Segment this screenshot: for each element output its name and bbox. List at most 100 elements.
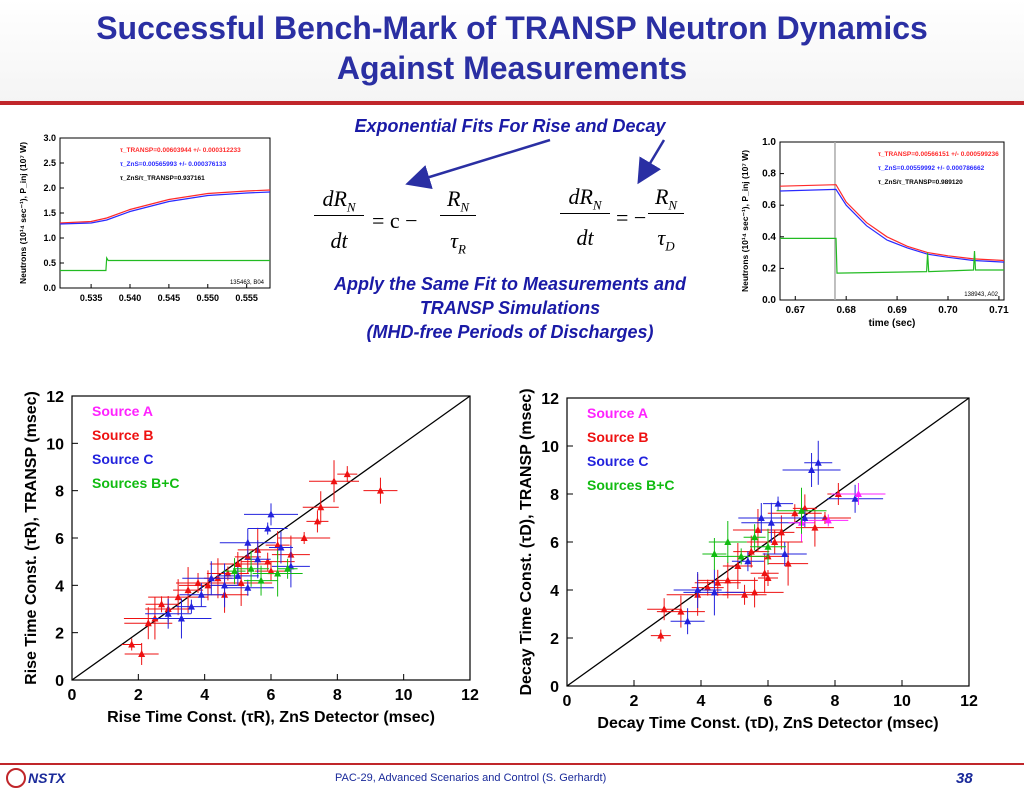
y-tick-label: 0.0 xyxy=(43,283,56,293)
data-point xyxy=(224,569,232,577)
y-tick-label: 6 xyxy=(550,535,559,552)
data-point xyxy=(791,509,799,517)
y-tick-label: 0.8 xyxy=(762,169,776,180)
data-point xyxy=(267,567,275,575)
y-axis-label: Decay Time Const. (τD), TRANSP (msec) xyxy=(518,388,535,695)
x-axis-label: Rise Time Const. (τR), ZnS Detector (mse… xyxy=(107,709,435,726)
data-point xyxy=(724,576,732,584)
x-tick-label: 12 xyxy=(461,687,479,704)
fit-annotation: τ_ZnS/τ_TRANSP=0.989120 xyxy=(878,179,963,186)
y-tick-label: 0 xyxy=(55,673,64,690)
x-tick-label: 0.535 xyxy=(80,293,103,303)
y-tick-label: 2.5 xyxy=(43,158,56,168)
data-point xyxy=(274,569,282,577)
y-tick-label: 0.0 xyxy=(762,295,776,306)
title-line-1: Successful Bench-Mark of TRANSP Neutron … xyxy=(96,10,928,46)
slide-header xyxy=(0,0,1024,104)
data-point xyxy=(798,506,805,514)
data-point xyxy=(264,524,272,532)
y-tick-label: 0 xyxy=(550,679,559,696)
data-point xyxy=(244,538,252,546)
data-point xyxy=(677,607,685,615)
data-point xyxy=(744,557,752,565)
data-point xyxy=(751,533,759,541)
slide-title: Successful Bench-Mark of TRANSP Neutron … xyxy=(0,8,1024,88)
data-point xyxy=(234,571,242,579)
x-tick-label: 0.68 xyxy=(836,305,856,316)
x-tick-label: 0.550 xyxy=(197,293,220,303)
page-number: 38 xyxy=(956,770,973,787)
y-tick-label: 12 xyxy=(46,389,64,406)
data-point xyxy=(710,550,718,557)
data-point xyxy=(207,574,215,582)
y-axis-label: Neutrons (10¹⁴ sec⁻¹), P_inj (10⁷ W) xyxy=(18,142,28,284)
y-tick-label: 12 xyxy=(541,391,559,408)
x-tick-label: 4 xyxy=(697,693,706,710)
data-point xyxy=(714,578,722,586)
data-point xyxy=(221,581,229,589)
data-point xyxy=(164,609,172,617)
data-point xyxy=(704,583,712,591)
x-tick-label: 0.67 xyxy=(786,305,806,316)
x-tick-label: 10 xyxy=(893,693,911,710)
data-point xyxy=(757,514,765,521)
title-line-2: Against Measurements xyxy=(336,50,688,86)
header-rule xyxy=(0,101,1024,105)
y-tick-label: 0.2 xyxy=(762,263,776,274)
legend-entry: Source A xyxy=(92,403,153,419)
data-point xyxy=(257,576,265,584)
fit-annotation: τ_TRANSP=0.00603944 +/- 0.000312233 xyxy=(120,147,241,154)
data-point xyxy=(174,593,182,601)
data-point xyxy=(747,547,755,555)
data-point xyxy=(710,588,718,596)
data-point xyxy=(814,458,822,466)
nstx-label: NSTX xyxy=(28,770,66,786)
y-tick-label: 2 xyxy=(55,626,64,643)
data-point xyxy=(187,602,195,610)
y-tick-label: 0.5 xyxy=(43,258,56,268)
y-tick-label: 10 xyxy=(541,439,559,456)
data-point xyxy=(144,619,152,627)
data-point xyxy=(274,541,282,549)
data-point xyxy=(801,514,809,521)
data-point xyxy=(376,486,384,494)
data-point xyxy=(317,503,325,511)
x-tick-label: 10 xyxy=(395,687,413,704)
trace-series-1 xyxy=(779,188,1005,263)
data-point xyxy=(343,470,351,478)
data-point xyxy=(854,490,862,497)
x-tick-label: 6 xyxy=(267,687,276,704)
x-tick-label: 0.70 xyxy=(938,305,958,316)
x-tick-label: 2 xyxy=(134,687,143,704)
data-point xyxy=(313,517,321,525)
data-point xyxy=(247,564,255,572)
data-point xyxy=(177,614,185,622)
x-tick-label: 0.69 xyxy=(887,305,907,316)
unity-line xyxy=(71,395,471,681)
apply-line-3: (MHD-free Periods of Discharges) xyxy=(366,322,654,342)
rise-lhs-denominator: dt xyxy=(330,228,348,253)
x-tick-label: 2 xyxy=(630,693,639,710)
legend-entry: Source C xyxy=(587,453,648,469)
x-axis-label: time (sec) xyxy=(869,318,916,329)
data-point xyxy=(734,562,742,569)
nstx-logo-icon xyxy=(6,768,26,788)
fit-annotation: τ_TRANSP=0.00566151 +/- 0.000599236 xyxy=(878,151,999,158)
data-point xyxy=(694,586,702,593)
data-point xyxy=(754,526,762,533)
decay-time-trace-chart: 0.67 0.68 0.69 0.70 0.71 0.0 0.2 0.4 0.6 0.8 1.0 τ_… xyxy=(740,137,1009,329)
arrow-to-rise-equation xyxy=(405,138,551,190)
x-tick-label: 0.540 xyxy=(119,293,142,303)
decay-lhs-denominator: dt xyxy=(576,225,594,250)
data-point xyxy=(184,586,192,594)
data-point xyxy=(851,494,859,502)
data-point xyxy=(811,523,819,531)
data-point xyxy=(771,538,779,545)
y-axis-label: Rise Time Const. (τR), TRANSP (msec) xyxy=(23,391,40,685)
y-tick-label: 4 xyxy=(550,583,559,600)
decay-time-comparison-chart: 0 2 4 6 8 10 12 0 2 4 6 8 10 12 Source A Source B Source… xyxy=(518,388,978,732)
rise-rhs-numerator: RN xyxy=(440,186,476,217)
data-point xyxy=(234,560,242,568)
data-point xyxy=(244,583,252,591)
